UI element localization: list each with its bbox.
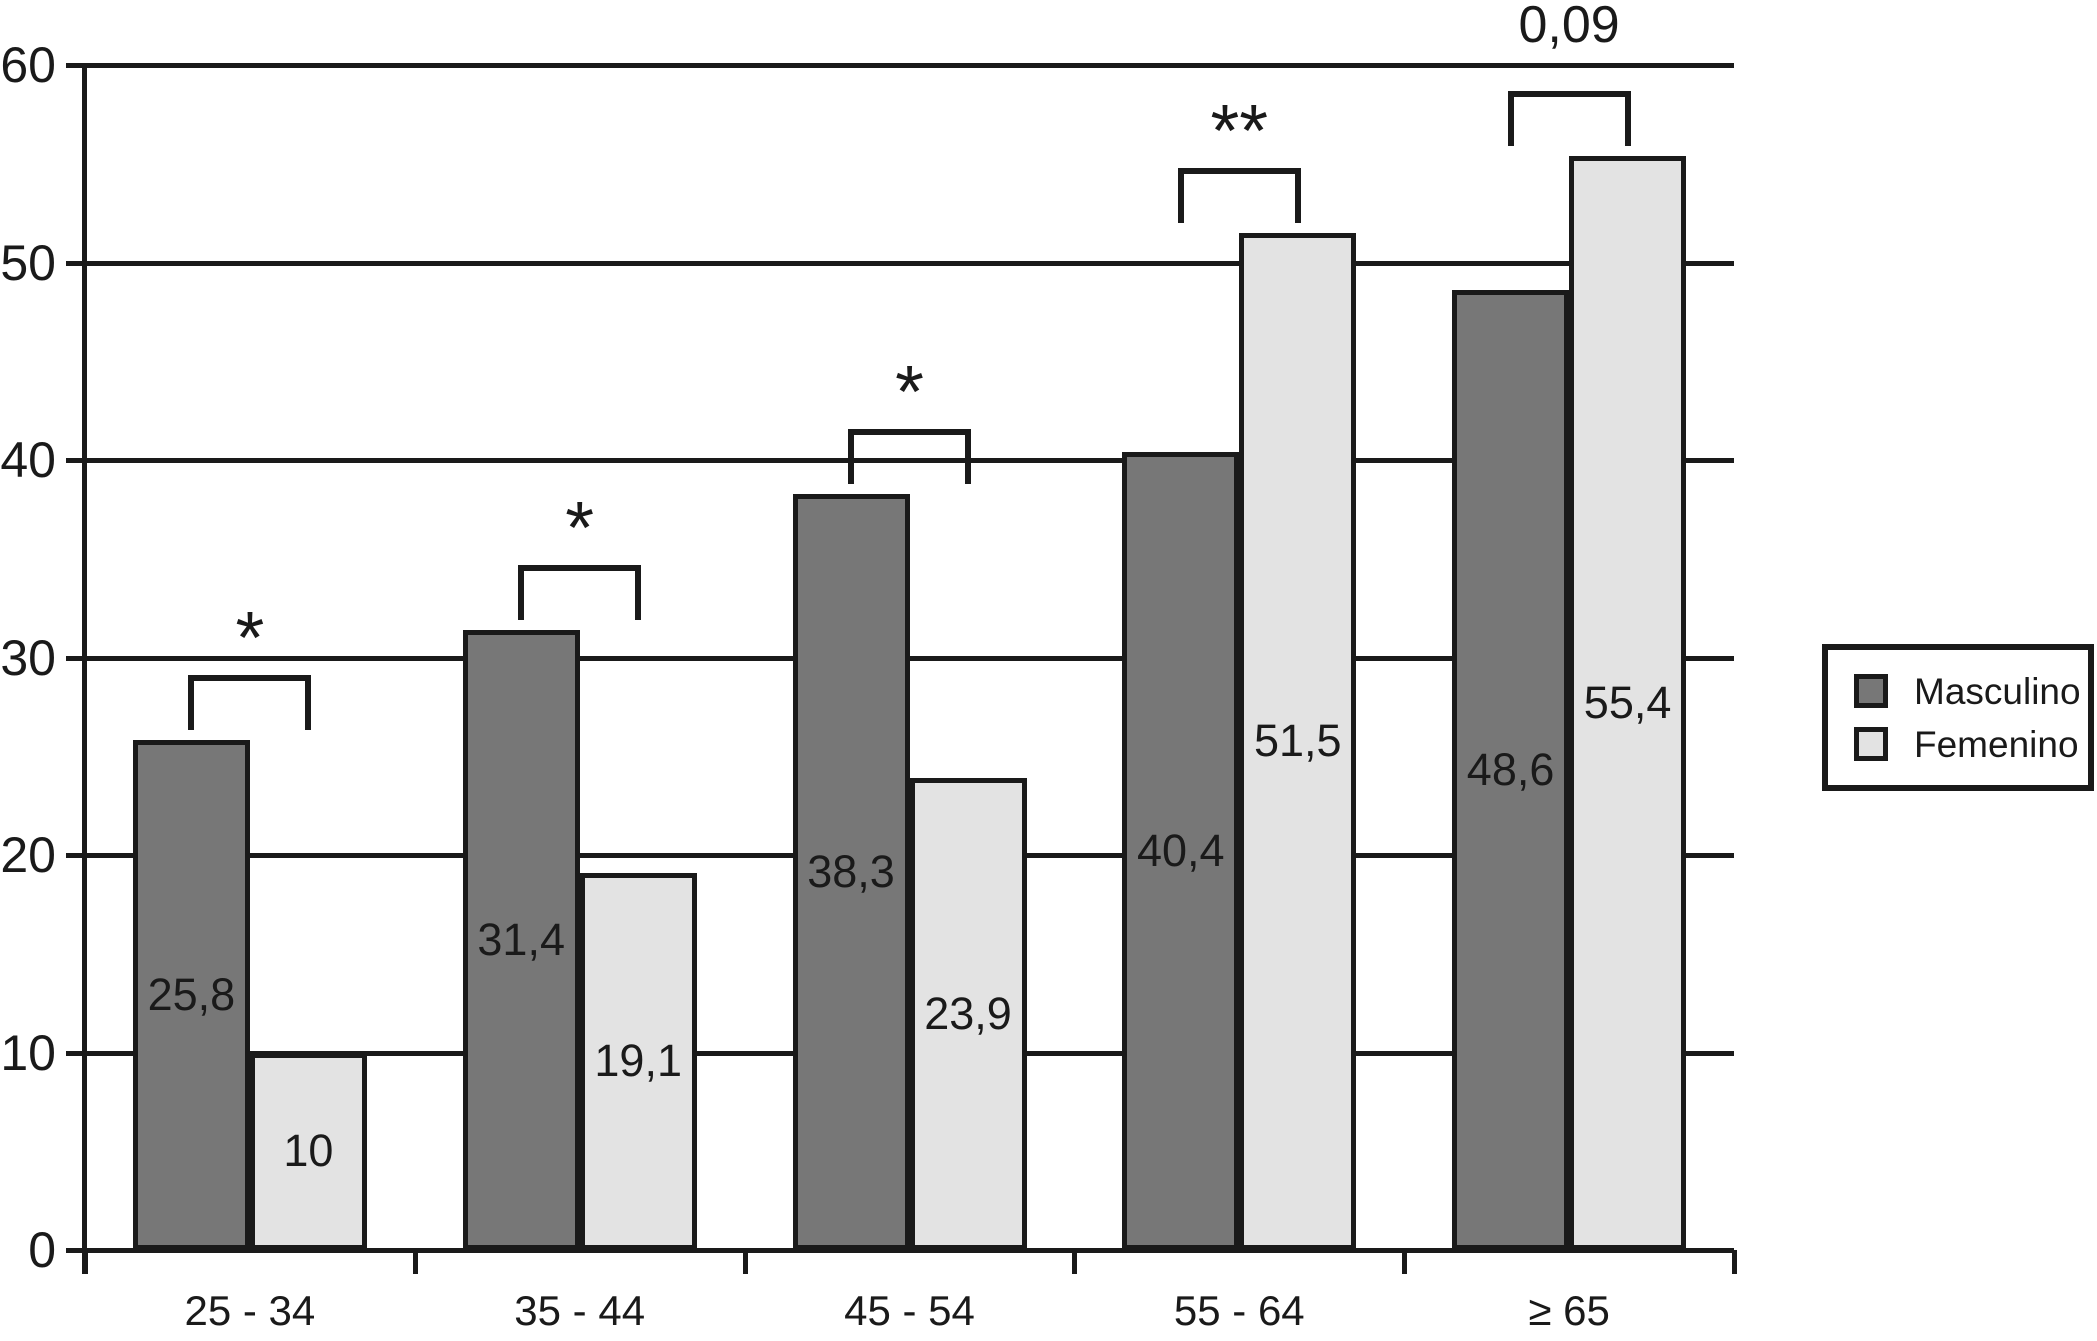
x-axis-tick-0	[83, 1250, 88, 1274]
bar-masculino-1	[462, 629, 580, 1250]
x-axis-tick-2	[742, 1250, 748, 1274]
y-axis-tick-30	[66, 655, 85, 661]
significance-annotation-0: *	[235, 596, 265, 680]
gridline-30	[85, 655, 1734, 661]
legend-label-femenino: Femenino	[1914, 723, 2079, 765]
significance-bracket-4	[1507, 90, 1631, 146]
bar-value-label-masculino-4: 48,6	[1466, 744, 1555, 796]
y-tick-label-10: 10	[0, 1024, 56, 1081]
y-axis-tick-50	[66, 260, 85, 266]
bar-value-label-femenino-0: 10	[283, 1125, 334, 1177]
x-category-label-4: ≥ 65	[1528, 1287, 1610, 1334]
bar-value-label-femenino-4: 55,4	[1583, 676, 1672, 728]
bar-value-label-masculino-2: 38,3	[807, 845, 895, 897]
y-tick-label-30: 30	[0, 629, 56, 686]
significance-annotation-3: **	[1210, 88, 1269, 172]
bar-femenino-1	[579, 872, 697, 1250]
y-tick-label-50: 50	[0, 234, 56, 291]
x-axis-tick-4	[1402, 1250, 1408, 1274]
x-axis-tick-3	[1072, 1250, 1078, 1274]
bar-value-label-femenino-1: 19,1	[594, 1035, 682, 1087]
y-axis-tick-10	[66, 1050, 85, 1056]
significance-bracket-0	[188, 675, 312, 731]
bar-femenino-0	[249, 1052, 367, 1250]
femenino-swatch-icon	[1854, 727, 1888, 761]
bar-femenino-3	[1239, 232, 1357, 1250]
bar-value-label-masculino-0: 25,8	[147, 969, 236, 1021]
legend-label-masculino: Masculino	[1914, 670, 2081, 712]
bar-value-label-masculino-3: 40,4	[1137, 825, 1225, 877]
bar-femenino-4	[1569, 155, 1687, 1250]
significance-bracket-1	[518, 564, 642, 620]
gridline-0	[85, 1248, 1734, 1253]
y-tick-label-60: 60	[0, 37, 56, 93]
x-category-label-2: 45 - 54	[844, 1287, 975, 1334]
y-axis-tick-60	[66, 63, 85, 68]
y-tick-label-0: 0	[28, 1222, 56, 1278]
legend: Masculino Femenino	[1822, 644, 2094, 791]
y-axis-line	[82, 63, 87, 1274]
bar-masculino-2	[792, 493, 910, 1250]
y-tick-label-20: 20	[0, 827, 56, 883]
significance-bracket-3	[1177, 167, 1301, 223]
legend-item-femenino: Femenino	[1854, 726, 2088, 763]
significance-annotation-2: *	[895, 349, 924, 433]
y-axis-tick-0	[66, 1248, 85, 1253]
y-axis-tick-20	[66, 853, 85, 858]
bar-value-label-femenino-3: 51,5	[1254, 715, 1342, 767]
y-axis-tick-40	[66, 458, 85, 463]
bar-femenino-2	[909, 777, 1027, 1250]
x-axis-tick-5	[1732, 1250, 1737, 1274]
x-category-label-0: 25 - 34	[184, 1287, 316, 1334]
significance-annotation-1: *	[565, 485, 595, 569]
bar-masculino-3	[1122, 452, 1240, 1250]
significance-bracket-2	[848, 428, 971, 484]
significance-annotation-4: 0,09	[1518, 0, 1620, 54]
x-category-label-1: 35 - 44	[514, 1287, 646, 1334]
bar-masculino-4	[1452, 290, 1570, 1250]
bar-value-label-masculino-1: 31,4	[477, 913, 565, 965]
gridline-50	[85, 260, 1734, 266]
masculino-swatch-icon	[1854, 674, 1888, 708]
y-tick-label-40: 40	[0, 432, 56, 488]
x-axis-tick-1	[412, 1250, 418, 1274]
gridline-60	[85, 63, 1734, 68]
gridline-40	[85, 458, 1734, 463]
bar-masculino-0	[132, 740, 250, 1250]
x-category-label-3: 55 - 64	[1173, 1287, 1305, 1334]
bar-value-label-femenino-2: 23,9	[924, 987, 1012, 1039]
legend-item-masculino: Masculino	[1854, 673, 2088, 710]
